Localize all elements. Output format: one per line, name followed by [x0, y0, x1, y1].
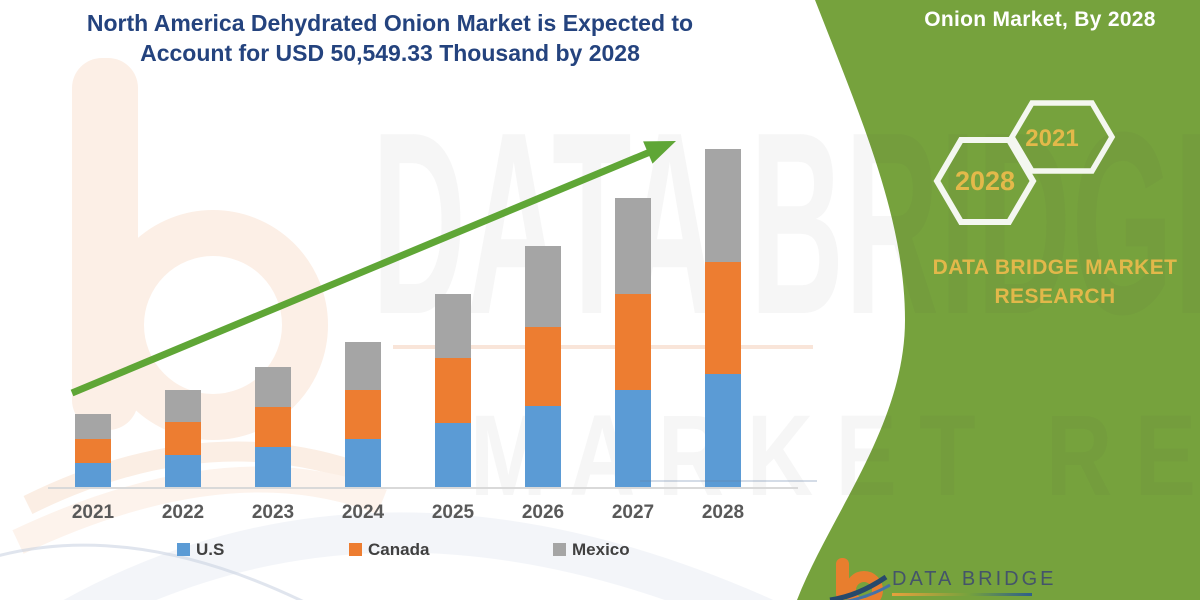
- bar-segment-canada-2026: [525, 326, 561, 406]
- x-axis-label-2027: 2027: [611, 502, 655, 523]
- bar-segment-us-2028: [705, 373, 741, 487]
- logo-wordmark: DATA BRIDGE: [892, 568, 1057, 590]
- bar-segment-us-2025: [435, 423, 471, 487]
- chart-title-line1: North America Dehydrated Onion Market is…: [86, 10, 694, 36]
- logo-b-watermark: [12, 58, 387, 554]
- brand-name-block: DATA BRIDGE MARKET RESEARCH: [930, 253, 1180, 311]
- x-axis-line: [48, 487, 798, 489]
- x-axis-label-2022: 2022: [161, 502, 205, 523]
- bar-segment-canada-2028: [705, 261, 741, 374]
- bar-segment-us-2022: [165, 454, 201, 487]
- x-axis-label-2028: 2028: [701, 502, 745, 523]
- bar-segment-canada-2022: [165, 422, 201, 455]
- bar-segment-mexico-2027: [615, 198, 651, 295]
- bar-segment-mexico-2021: [75, 414, 111, 439]
- legend-label-canada: Canada: [368, 540, 430, 559]
- logo-swoosh-icon: [829, 574, 888, 600]
- chart-title-line2: Account for USD 50,549.33 Thousand by 20…: [140, 40, 640, 66]
- bar-segment-us-2026: [525, 405, 561, 487]
- chart-title: North America Dehydrated Onion Market is…: [40, 8, 740, 68]
- brand-name-line1: DATA BRIDGE MARKET: [932, 256, 1178, 279]
- faint-baseline-accent: [640, 480, 817, 482]
- hexagon-2021-label: 2021: [1025, 125, 1078, 152]
- legend-item-canada: Canada: [349, 540, 429, 560]
- legend-label-us: U.S: [196, 540, 225, 559]
- x-axis-label-2023: 2023: [251, 502, 295, 523]
- legend-swatch-mexico: [553, 543, 566, 556]
- bar-segment-us-2027: [615, 389, 651, 487]
- watermark-underline: [393, 345, 813, 349]
- bar-segment-mexico-2024: [345, 342, 381, 391]
- year-hexagons: 2021 2028: [933, 100, 1116, 225]
- bar-segment-us-2021: [75, 462, 111, 487]
- banner-caption: Onion Market, By 2028: [924, 8, 1156, 31]
- logo-underline: [892, 593, 1032, 596]
- hexagon-2028-label: 2028: [955, 166, 1015, 196]
- legend-swatch-canada: [349, 543, 362, 556]
- company-logo: DATA BRIDGE: [828, 555, 1200, 600]
- logo-b-icon: [829, 558, 891, 600]
- bar-segment-us-2024: [345, 438, 381, 487]
- bar-segment-canada-2024: [345, 390, 381, 439]
- bar-segment-canada-2027: [615, 294, 651, 390]
- brand-name-line2: RESEARCH: [994, 285, 1116, 308]
- bar-segment-mexico-2028: [705, 149, 741, 262]
- bar-segment-mexico-2022: [165, 390, 201, 423]
- bar-segment-mexico-2025: [435, 294, 471, 359]
- hexagon-2021-shape: [1008, 100, 1116, 174]
- hexagon-2028-shape: [933, 137, 1037, 225]
- legend-label-mexico: Mexico: [572, 540, 630, 559]
- bar-segment-us-2023: [255, 446, 291, 487]
- legend-item-mexico: Mexico: [553, 540, 630, 560]
- bar-segment-canada-2023: [255, 406, 291, 447]
- bar-segment-canada-2025: [435, 358, 471, 424]
- legend-swatch-us: [177, 543, 190, 556]
- x-axis-label-2025: 2025: [431, 502, 475, 523]
- bar-segment-mexico-2023: [255, 366, 291, 407]
- legend-item-us: U.S: [177, 540, 224, 560]
- bar-segment-mexico-2026: [525, 245, 561, 327]
- x-axis-label-2024: 2024: [341, 502, 385, 523]
- x-axis-label-2026: 2026: [521, 502, 565, 523]
- bar-segment-canada-2021: [75, 438, 111, 463]
- x-axis-label-2021: 2021: [71, 502, 115, 523]
